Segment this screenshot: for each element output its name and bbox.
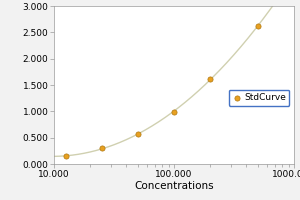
StdCurve xyxy=(136,132,140,136)
StdCurve xyxy=(208,77,212,80)
Legend: StdCurve: StdCurve xyxy=(229,90,290,106)
StdCurve xyxy=(63,155,68,158)
X-axis label: Concentrations: Concentrations xyxy=(134,181,214,191)
StdCurve xyxy=(99,147,104,150)
StdCurve xyxy=(172,111,176,114)
StdCurve xyxy=(256,24,260,28)
